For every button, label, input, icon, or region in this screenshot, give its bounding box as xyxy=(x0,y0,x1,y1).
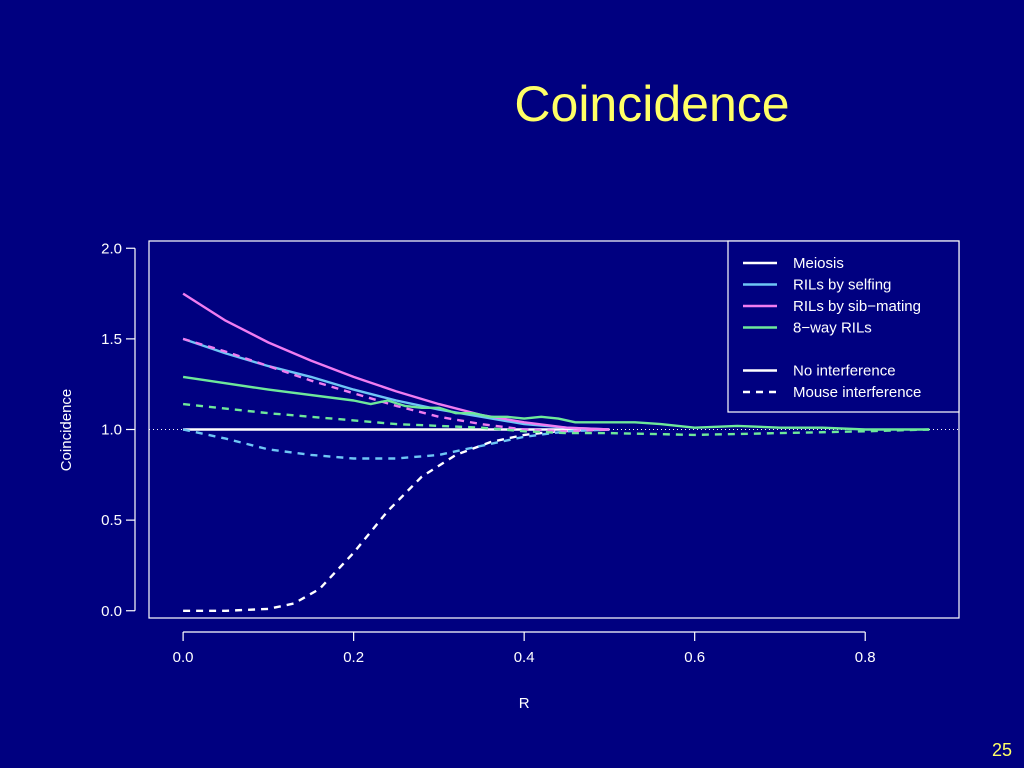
series-line-selfing_none xyxy=(182,337,610,431)
y-tick-label: 1.5 xyxy=(101,331,122,348)
legend: Meiosis RILs by selfing RILs by sib−mating… xyxy=(727,240,960,413)
y-tick-label: 0.5 xyxy=(101,512,122,529)
legend-label: RILs by sib−mating xyxy=(793,298,921,315)
series-line-meiosis_mouse xyxy=(183,428,610,612)
y-tick-label: 1.0 xyxy=(101,422,122,439)
legend-label: Meiosis xyxy=(793,255,844,272)
series-line-sib_mouse xyxy=(182,337,610,433)
x-tick-label: 0.8 xyxy=(855,649,876,666)
legend-label: RILs by selfing xyxy=(793,277,891,294)
x-tick-label: 0.4 xyxy=(514,649,535,666)
page-number: 25 xyxy=(991,740,1012,760)
series-line-eightway_mouse xyxy=(182,402,930,437)
legend-label: 8−way RILs xyxy=(793,320,872,337)
x-tick-label: 0.6 xyxy=(684,649,705,666)
y-axis-label: Coincidence xyxy=(58,389,75,472)
series-layer xyxy=(182,292,930,612)
axis-layer: 0.0 0.2 0.4 0.6 0.8 0.0 0.5 1.0 1.5 2.0 R Coinciden… xyxy=(58,240,876,712)
x-axis-label: R xyxy=(519,695,530,712)
legend-label: No interference xyxy=(793,363,896,380)
plot-frame xyxy=(148,240,960,619)
slide-title: Coincidence xyxy=(514,76,790,132)
y-tick-label: 0.0 xyxy=(101,603,122,620)
x-tick-label: 0.2 xyxy=(343,649,364,666)
series-line-sib_none xyxy=(182,292,610,431)
series-line-eightway_none xyxy=(182,375,930,431)
y-tick-label: 2.0 xyxy=(101,240,122,257)
series-line-selfing_mouse xyxy=(182,428,610,460)
legend-label: Mouse interference xyxy=(793,384,921,401)
x-tick-label: 0.0 xyxy=(173,649,194,666)
